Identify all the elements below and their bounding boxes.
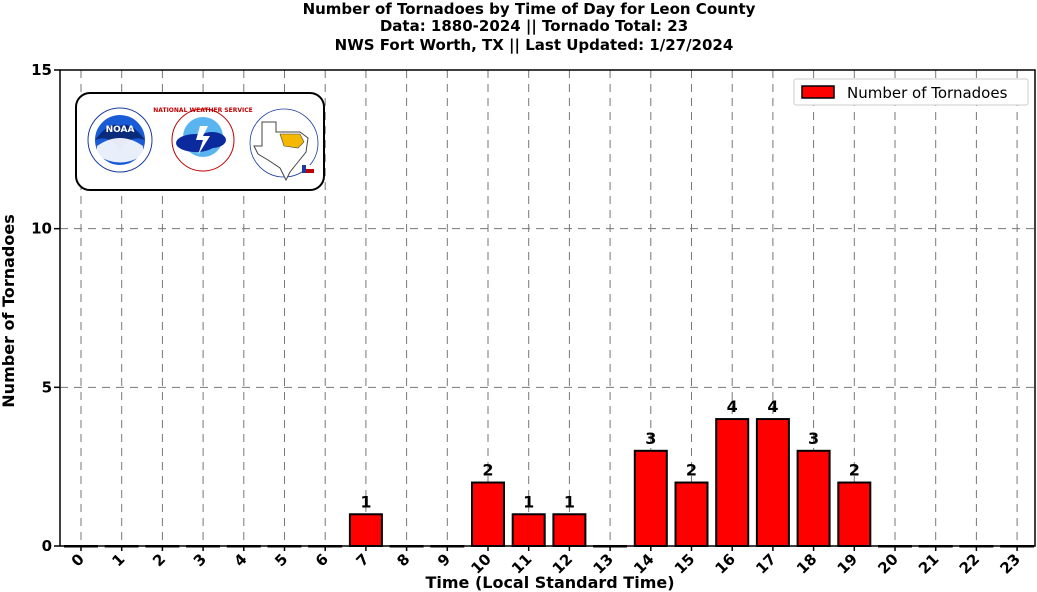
- y-tick-label: 15: [31, 61, 52, 79]
- bar: [715, 418, 750, 548]
- x-tick-label: 21: [915, 550, 942, 577]
- y-axis-ticks: 0 5 10 15: [31, 61, 60, 555]
- x-tick-label: 4: [231, 550, 251, 570]
- legend: Number of Tornadoes: [793, 78, 1029, 106]
- nws-logo-text: NATIONAL WEATHER SERVICE: [153, 107, 252, 114]
- x-tick-label: 1: [108, 550, 128, 570]
- bar: [755, 418, 790, 548]
- bar-data-label: 2: [686, 461, 697, 480]
- chart-title-line-1: Number of Tornadoes by Time of Day for L…: [303, 0, 756, 18]
- x-tick-label: 0: [68, 550, 88, 570]
- bar-data-label: 4: [727, 397, 738, 416]
- legend-swatch: [801, 85, 835, 99]
- x-tick-label: 23: [996, 550, 1023, 577]
- texas-map-logo-icon: [249, 108, 319, 182]
- x-tick-label: 9: [434, 550, 454, 570]
- x-tick-label: 17: [752, 550, 779, 577]
- bar: [552, 513, 587, 547]
- x-tick-label: 22: [956, 550, 983, 577]
- bar: [633, 449, 668, 547]
- bar-data-label: 4: [767, 397, 778, 416]
- x-tick-label: 16: [712, 550, 739, 577]
- bar: [837, 481, 872, 547]
- bar-data-label: 2: [482, 461, 493, 480]
- y-tick-label: 10: [31, 220, 52, 238]
- x-axis-label: Time (Local Standard Time): [425, 573, 674, 592]
- logos-panel: NOAA NATIONAL WEATHER SERVICE: [75, 92, 325, 191]
- x-tick-label: 18: [793, 550, 820, 577]
- x-tick-label: 20: [874, 550, 901, 577]
- bar-data-label: 1: [523, 492, 534, 511]
- noaa-logo-icon: NOAA: [87, 107, 153, 173]
- legend-box: [793, 78, 1029, 106]
- bar: [674, 481, 709, 547]
- bar: [471, 481, 505, 547]
- bar-data-label: 3: [808, 429, 819, 448]
- bar-data-label: 1: [564, 492, 575, 511]
- legend-label: Number of Tornadoes: [847, 84, 1008, 102]
- chart-title-line-3: NWS Fort Worth, TX || Last Updated: 1/27…: [335, 36, 734, 55]
- x-tick-label: 8: [393, 550, 413, 570]
- x-tick-label: 15: [671, 550, 698, 577]
- x-tick-label: 6: [312, 550, 332, 570]
- noaa-logo-text: NOAA: [106, 125, 135, 135]
- nws-logo-icon: NATIONAL WEATHER SERVICE: [153, 107, 253, 172]
- y-axis-label: Number of Tornadoes: [0, 214, 18, 407]
- bar-data-label: 2: [849, 461, 860, 480]
- x-tick-label: 2: [149, 550, 169, 570]
- bar-data-label: 1: [360, 492, 371, 511]
- chart-title-line-2: Data: 1880-2024 || Tornado Total: 23: [380, 17, 688, 36]
- y-tick-label: 5: [42, 378, 52, 396]
- x-tick-label: 5: [271, 550, 291, 570]
- plot-frame: [59, 69, 1036, 547]
- data-labels: 1 2 1 1 3 2 4 4 3 2: [360, 397, 860, 511]
- bar-data-label: 3: [645, 429, 656, 448]
- x-tick-label: 7: [353, 550, 373, 570]
- bar: [348, 513, 383, 547]
- bar: [511, 513, 546, 547]
- y-tick-label: 0: [42, 537, 52, 555]
- bar: [796, 449, 831, 547]
- x-tick-label: 19: [834, 550, 861, 577]
- x-tick-label: 3: [190, 550, 210, 570]
